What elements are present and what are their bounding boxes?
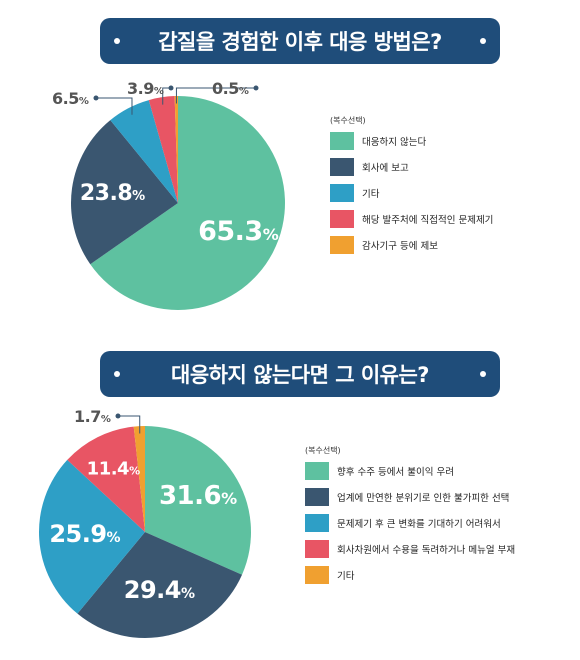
legend-label: 대응하지 않는다 <box>362 137 427 148</box>
bullet-dot-icon <box>114 371 120 377</box>
legend-label: 감사기구 등에 제보 <box>362 241 438 252</box>
legend-item: 업계에 만연한 분위기로 인한 불가피한 선택 <box>305 488 515 506</box>
legend-label: 기타 <box>337 571 355 582</box>
chart-2-title-banner: 대응하지 않는다면 그 이유는? <box>100 351 500 397</box>
leader-line <box>118 415 141 434</box>
slice-data-label: 25.9% <box>49 520 120 548</box>
legend-item: 회사차원에서 수용을 독려하거나 메뉴얼 부재 <box>305 540 515 558</box>
chart-2-legend: (복수선택) 향후 수주 등에서 불이익 우려 업계에 만연한 분위기로 인한 … <box>305 445 515 592</box>
legend-swatch <box>330 210 354 228</box>
legend-item: 기타 <box>305 566 515 584</box>
pie-slice <box>145 426 251 575</box>
slice-data-label: 29.4% <box>124 576 195 604</box>
slice-data-label: 0.5% <box>212 79 249 98</box>
leader-dot <box>115 413 121 419</box>
legend-item: 문제제기 후 큰 변화를 기대하기 어려워서 <box>305 514 515 532</box>
bullet-dot-icon <box>480 371 486 377</box>
legend-item: 향후 수주 등에서 불이익 우려 <box>305 462 515 480</box>
pie-slice <box>38 459 146 614</box>
legend-label: 문제제기 후 큰 변화를 기대하기 어려워서 <box>337 519 501 530</box>
legend-swatch <box>305 514 329 532</box>
pie-slice <box>148 96 178 203</box>
chart-1-title-banner: 갑질을 경험한 이후 대응 방법은? <box>100 18 500 64</box>
legend-label: 해당 발주처에 직접적인 문제제기 <box>362 215 494 226</box>
leader-dot <box>93 95 99 101</box>
leader-dot <box>253 85 259 91</box>
chart-2-title: 대응하지 않는다면 그 이유는? <box>171 363 429 387</box>
pie-slice <box>174 96 178 203</box>
bullet-dot-icon <box>114 38 120 44</box>
legend-label: 향후 수주 등에서 불이익 우려 <box>337 467 454 478</box>
slice-data-label: 31.6% <box>159 481 237 511</box>
chart-1-legend: (복수선택) 대응하지 않는다 회사에 보고 기타 해당 발주처에 직접적인 문… <box>330 115 493 262</box>
bullet-dot-icon <box>480 38 486 44</box>
slice-data-label: 11.4% <box>87 459 140 480</box>
legend-swatch <box>305 488 329 506</box>
pie-slice <box>77 532 243 638</box>
slice-data-label: 23.8% <box>80 181 145 206</box>
legend-label: 기타 <box>362 189 380 200</box>
slice-data-label: 65.3% <box>198 216 279 247</box>
legend-swatch <box>330 184 354 202</box>
legend-item: 감사기구 등에 제보 <box>330 236 493 254</box>
legend-item: 기타 <box>330 184 493 202</box>
legend-swatch <box>330 236 354 254</box>
pie-slice <box>90 95 286 310</box>
chart-1-title: 갑질을 경험한 이후 대응 방법은? <box>158 30 442 54</box>
legend-note: (복수선택) <box>305 446 341 455</box>
legend-swatch <box>305 462 329 480</box>
legend-label: 업계에 만연한 분위기로 인한 불가피한 선택 <box>337 493 510 504</box>
legend-item: 회사에 보고 <box>330 158 493 176</box>
legend-item: 대응하지 않는다 <box>330 132 493 150</box>
legend-note: (복수선택) <box>330 116 366 125</box>
legend-swatch <box>330 158 354 176</box>
legend-label: 회사에 보고 <box>362 163 409 174</box>
leader-dot <box>168 85 174 91</box>
legend-swatch <box>330 132 354 150</box>
pie-slice <box>110 100 178 203</box>
slice-data-label: 3.9% <box>127 79 164 98</box>
legend-label: 회사차원에서 수용을 독려하거나 메뉴얼 부재 <box>337 545 516 556</box>
legend-swatch <box>305 540 329 558</box>
pie-slice <box>67 426 145 532</box>
pie-slice <box>133 426 145 532</box>
legend-swatch <box>305 566 329 584</box>
leader-line <box>162 87 171 105</box>
leader-line <box>175 87 256 104</box>
leader-line <box>96 97 133 115</box>
slice-data-label: 1.7% <box>74 407 111 426</box>
pie-slice <box>71 120 178 265</box>
slice-data-label: 6.5% <box>52 89 89 108</box>
legend-item: 해당 발주처에 직접적인 문제제기 <box>330 210 493 228</box>
